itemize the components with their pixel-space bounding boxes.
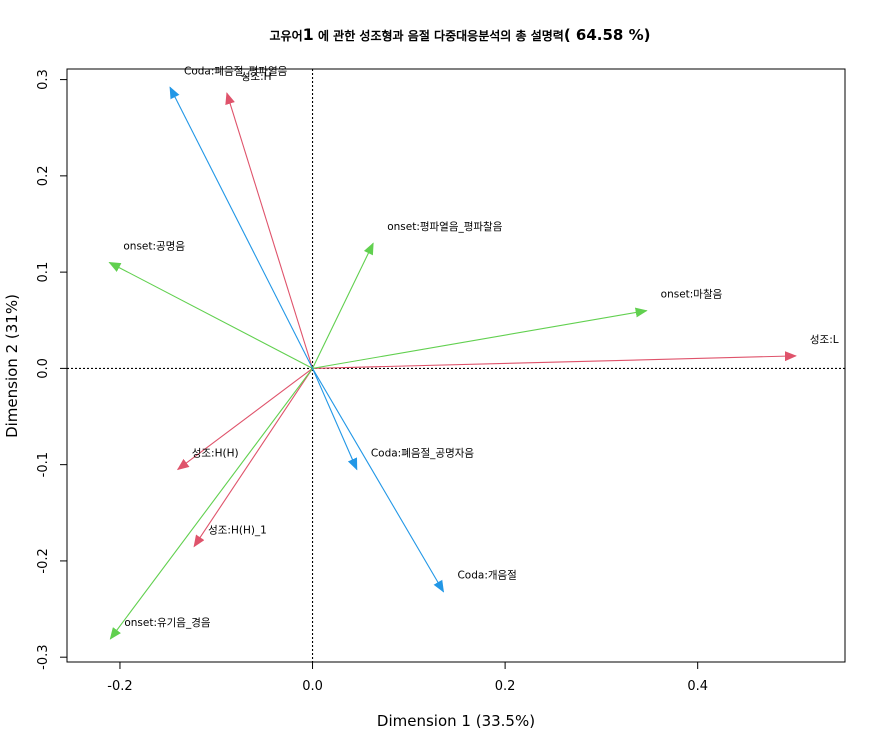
arrow-성조 xyxy=(225,92,314,369)
point-label: Coda:개음절 xyxy=(457,569,516,582)
x-tick-label: 0.2 xyxy=(495,679,516,694)
y-tick-label: -0.3 xyxy=(36,644,51,669)
arrow-Coda xyxy=(312,368,444,593)
title-mid: 에 관한 성조형과 음절 다중대응분석의 총 설명력 xyxy=(314,28,564,43)
x-axis: -0.2 0.0 0.2 0.4 xyxy=(107,662,708,694)
arrow-onset xyxy=(312,307,648,369)
reference-lines xyxy=(67,69,845,662)
y-axis-title: Dimension 2 (31%) xyxy=(3,294,21,438)
point-label: 성조:H(H) xyxy=(192,447,239,459)
point-label: 성조:L xyxy=(810,334,839,346)
y-tick-label: 0.1 xyxy=(36,262,51,283)
chart-title: 고유어1 에 관한 성조형과 음절 다중대응분석의 총 설명력( 64.58 %… xyxy=(270,25,651,44)
y-tick-label: 0.2 xyxy=(36,166,51,187)
point-label: onset:공명음 xyxy=(123,240,185,252)
x-tick-label: 0.0 xyxy=(302,679,323,694)
arrow-Coda xyxy=(169,86,314,369)
arrow-Coda xyxy=(312,368,358,471)
arrows xyxy=(108,86,797,640)
x-tick-label: -0.2 xyxy=(107,679,132,694)
y-tick-label: -0.1 xyxy=(36,452,51,477)
title-num: 1 xyxy=(303,25,314,44)
point-label: 성조:H(H)_1 xyxy=(208,524,267,536)
arrow-onset xyxy=(109,368,313,640)
point-labels: 성조:L 성조:H 성조:H(H) 성조:H(H)_1 onset:공명음 onset:평… xyxy=(123,64,838,629)
x-tick-label: 0.4 xyxy=(687,679,708,694)
arrow-성조 xyxy=(193,368,313,548)
y-tick-label: -0.2 xyxy=(36,548,51,573)
arrow-성조 xyxy=(312,351,797,369)
y-axis: -0.3 -0.2 -0.1 0.0 0.1 0.2 0.3 xyxy=(36,69,67,670)
x-axis-title: Dimension 1 (33.5%) xyxy=(377,712,535,730)
point-label: 성조:H xyxy=(241,71,272,83)
y-tick-label: 0.3 xyxy=(36,69,51,90)
arrow-성조 xyxy=(176,367,313,471)
arrow-onset xyxy=(108,262,313,369)
point-label: Coda:폐음절_평파열음 xyxy=(184,64,288,77)
point-label: onset:유기음_경음 xyxy=(124,616,211,629)
y-tick-label: 0.0 xyxy=(36,358,51,379)
point-label: onset:평파열음_평파찰음 xyxy=(387,221,503,233)
plot-frame xyxy=(66,68,846,663)
point-label: Coda:폐음절_공명자음 xyxy=(371,446,475,459)
title-pct: ( 64.58 %) xyxy=(564,26,651,44)
arrow-onset xyxy=(312,242,374,369)
point-label: onset:마찰음 xyxy=(661,289,723,301)
title-prefix: 고유어 xyxy=(270,28,303,43)
